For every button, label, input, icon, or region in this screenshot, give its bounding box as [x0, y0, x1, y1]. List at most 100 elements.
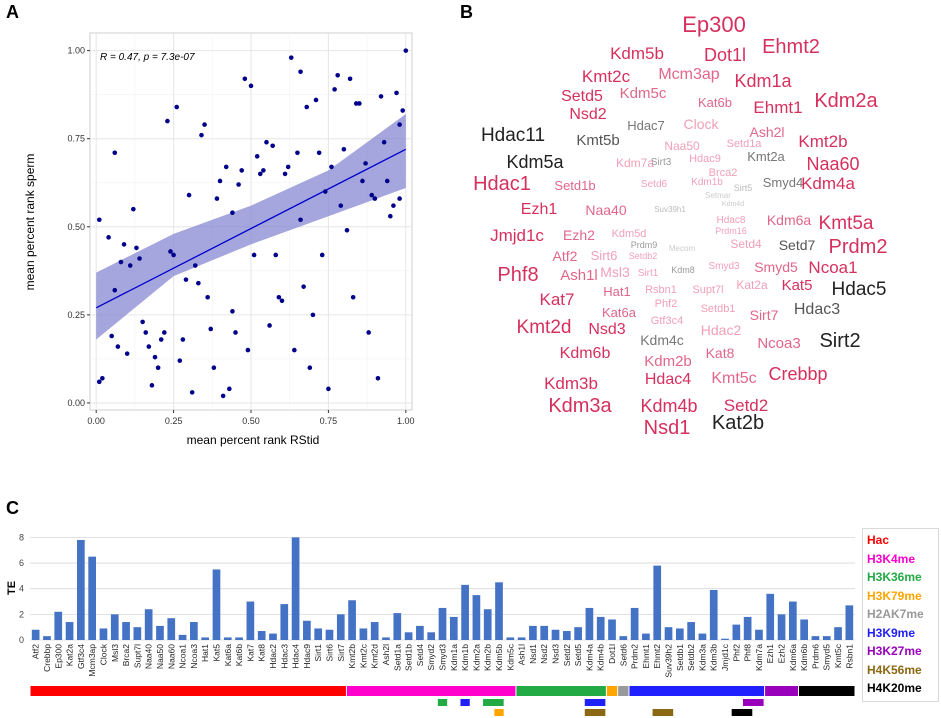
scatter-point — [301, 284, 306, 289]
scatter-point — [202, 122, 207, 127]
scatter-point — [245, 347, 251, 353]
bar — [314, 628, 323, 640]
legend-item: H3K4me — [867, 551, 916, 566]
bar-x-tick-label: Suv39h2 — [664, 644, 674, 678]
scatter-point — [183, 277, 189, 282]
scatter-point — [313, 97, 319, 103]
bar-x-tick-label: Nsd3 — [551, 644, 561, 664]
bar-x-tick-labels: Atf2 Crebbp Ep300 Kat2a Gtf3c4 Mcm3ap Clock Msl… — [31, 643, 855, 677]
bar-series — [31, 537, 854, 640]
bar-x-tick-label: Kdm6b — [799, 644, 809, 671]
legend-item: H3K36me — [867, 570, 922, 584]
bar — [65, 622, 74, 640]
bar — [382, 637, 390, 640]
scatter-point — [211, 365, 217, 371]
bar — [269, 633, 277, 640]
word-cloud-word: Kdm7a — [615, 156, 655, 171]
word-cloud-word: Setmar — [705, 190, 731, 200]
scatter-point — [391, 203, 396, 208]
word-cloud-word: Sirt3 — [650, 156, 672, 168]
x-tick-label: 0.00 — [87, 416, 105, 426]
bar-y-tick-label: 4 — [19, 584, 24, 594]
word-cloud-word: Ehmt2 — [762, 36, 820, 58]
bar-x-tick-label: Prdm6 — [810, 644, 820, 669]
scatter-point — [192, 263, 198, 268]
bar-x-tick-label: Dot1l — [607, 644, 617, 664]
bar-y-axis-ticks: 0 2 4 6 8 — [19, 532, 24, 645]
legend-item: H3K27me — [867, 644, 922, 658]
y-tick-label: 1.00 — [67, 46, 85, 56]
bar-x-tick-label: Setd1b — [404, 644, 414, 671]
bar — [201, 637, 210, 640]
scatter-plot: 0.00 0.25 0.50 0.75 1.00 0.00 0.25 0.50 0.75 1.0… — [23, 32, 415, 447]
bar — [110, 614, 119, 640]
word-cloud-word: Setd1b — [554, 177, 596, 193]
word-cloud-word: Kdm1b — [691, 176, 723, 188]
scatter-point — [171, 252, 176, 258]
bar-x-tick-label: Gtf3c4 — [76, 644, 86, 669]
bar-x-tick-label: Naa50 — [155, 644, 165, 669]
legend-item: H4K56me — [867, 662, 922, 677]
scatter-point — [236, 182, 241, 187]
scatter-point — [257, 171, 263, 177]
bar — [133, 627, 142, 640]
bar-x-tick-label: Kdm5c — [505, 643, 515, 670]
bar — [585, 607, 594, 640]
word-cloud-word: Kdm8 — [671, 265, 695, 276]
word-cloud-word: Kmt2b — [798, 131, 848, 151]
bar-x-tick-label: Phf2 — [731, 644, 741, 662]
legend-item: H3K79me — [867, 588, 922, 603]
y-tick-label: 0.00 — [67, 398, 85, 408]
bar-x-tick-label: Naa60 — [166, 644, 176, 669]
word-cloud-word: Ezh2 — [563, 227, 595, 244]
bar — [325, 629, 334, 640]
word-cloud-word: Hdac2 — [700, 322, 742, 339]
scatter-point — [248, 83, 254, 89]
word-cloud-word: Kat6b — [698, 94, 732, 110]
bar-x-tick-label: Ezh1 — [765, 644, 775, 664]
scatter-point — [338, 203, 344, 208]
scatter-point — [335, 72, 340, 78]
secondary-mark — [437, 699, 448, 706]
x-tick-label: 0.75 — [320, 416, 338, 426]
scatter-point — [168, 249, 173, 254]
scatter-points — [96, 48, 409, 399]
word-cloud-word: Kdm4c — [640, 332, 684, 349]
word-cloud-word: Setdb2 — [628, 251, 658, 262]
word-cloud-word: Hdac3 — [793, 301, 841, 319]
word-cloud-word: Mcm3ap — [658, 66, 720, 84]
scatter-point — [326, 386, 331, 392]
word-cloud-word: Kmt5b — [576, 131, 620, 149]
bar — [190, 622, 198, 640]
bar-x-tick-label: Ezh2 — [777, 644, 787, 664]
word-cloud-word: Setd7 — [778, 237, 816, 254]
word-cloud-word: Rsbn1 — [645, 283, 677, 296]
bar — [31, 629, 40, 640]
bar-x-tick-label: Sirt1 — [313, 644, 323, 662]
bar-y-tick-label: 2 — [19, 609, 24, 619]
word-cloud-word: Kmt2c — [581, 66, 631, 86]
scatter-point — [158, 337, 164, 342]
scatter-point — [261, 168, 266, 173]
bar-x-tick-label: Hdac4 — [291, 644, 301, 669]
bar-x-tick-label: Hat1 — [200, 644, 210, 662]
bar — [755, 629, 763, 640]
word-cloud-word: Phf2 — [654, 297, 678, 310]
word-cloud-word: Setd2 — [723, 395, 769, 415]
scatter-point — [273, 252, 279, 258]
word-cloud-word: Hdac7 — [627, 117, 665, 133]
scatter-point — [143, 330, 149, 335]
word-cloud-word: Gtf3c4 — [650, 314, 684, 327]
scatter-point — [96, 379, 102, 385]
bar-x-tick-label: Supt7l — [132, 644, 142, 668]
secondary-mark — [652, 709, 674, 716]
scatter-point — [276, 294, 282, 300]
word-cloud-word: Naa50 — [664, 139, 700, 154]
scatter-point — [285, 164, 291, 170]
scatter-point — [388, 213, 393, 219]
bar-x-tick-label: Kmt5c — [833, 643, 843, 668]
bar — [99, 628, 108, 640]
bar-x-tick-label: Prdm2 — [630, 644, 640, 669]
secondary-mark — [584, 699, 606, 706]
bar — [54, 611, 63, 640]
